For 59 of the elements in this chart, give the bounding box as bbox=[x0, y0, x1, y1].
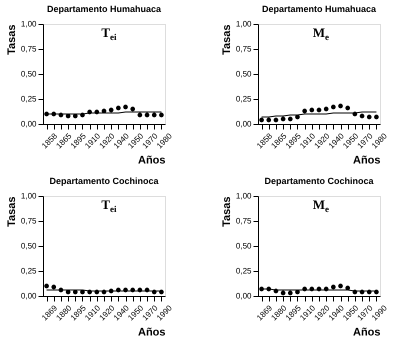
x-axis-title: Años bbox=[138, 326, 166, 338]
y-tick-label: 0,50 bbox=[20, 70, 38, 78]
point bbox=[130, 106, 136, 112]
point bbox=[274, 118, 278, 122]
point bbox=[152, 112, 157, 118]
point bbox=[259, 118, 264, 122]
x-axis-title: Años bbox=[353, 326, 380, 338]
point bbox=[116, 106, 121, 110]
y-axis-title: Tasas bbox=[6, 196, 18, 227]
point bbox=[138, 112, 142, 118]
y-tick-label: 0,75 bbox=[20, 44, 38, 54]
point bbox=[309, 108, 314, 112]
y-axis-title: Tasas bbox=[6, 24, 18, 55]
y-axis-title: Tasas bbox=[220, 24, 233, 55]
y-tick-label: 0,25 bbox=[20, 94, 38, 104]
point bbox=[302, 108, 307, 114]
y-tick-label: 0,50 bbox=[236, 242, 252, 250]
y-tick-label: 1,00 bbox=[20, 192, 38, 200]
y-tick-label: 0,25 bbox=[236, 94, 252, 104]
y-tick-label: 0,00 bbox=[20, 120, 38, 128]
y-tick-label: 0,00 bbox=[236, 292, 252, 300]
y-tick-label: 0,00 bbox=[20, 292, 38, 300]
point bbox=[338, 284, 343, 288]
y-tick-label: 0,75 bbox=[236, 44, 252, 54]
chart-title: Departamento Humahuaca bbox=[262, 4, 378, 14]
chart-title: Departamento Cochinoca bbox=[264, 176, 374, 186]
point bbox=[331, 104, 336, 110]
chart-title: Departamento Cochinoca bbox=[49, 176, 160, 186]
y-tick-label: 1,00 bbox=[20, 20, 38, 28]
chart-title: Departamento Humahuaca bbox=[46, 4, 162, 14]
y-tick-label: 0,25 bbox=[20, 266, 38, 276]
point bbox=[338, 104, 343, 108]
x-axis-title: Años bbox=[353, 154, 380, 166]
point bbox=[280, 290, 286, 296]
y-tick-label: 0,50 bbox=[236, 70, 252, 78]
y-tick-label: 1,00 bbox=[236, 192, 252, 200]
point bbox=[360, 114, 364, 118]
point bbox=[366, 114, 372, 120]
y-tick-label: 0,75 bbox=[236, 216, 252, 226]
point bbox=[159, 112, 164, 118]
y-tick-label: 0,25 bbox=[236, 266, 252, 276]
x-axis-title: Años bbox=[138, 154, 166, 166]
point bbox=[324, 106, 329, 112]
y-tick-label: 0,00 bbox=[236, 120, 252, 128]
y-tick-label: 0,75 bbox=[20, 216, 38, 226]
point bbox=[288, 290, 293, 296]
point bbox=[345, 106, 350, 110]
point bbox=[331, 284, 336, 290]
point bbox=[288, 116, 293, 122]
point bbox=[266, 118, 272, 122]
y-tick-label: 0,50 bbox=[20, 242, 38, 250]
point bbox=[374, 114, 379, 120]
point bbox=[280, 116, 286, 122]
point bbox=[123, 104, 128, 110]
y-axis-title: Tasas bbox=[220, 196, 233, 227]
point bbox=[144, 112, 150, 118]
point bbox=[108, 108, 114, 112]
y-tick-label: 1,00 bbox=[236, 20, 252, 28]
point bbox=[316, 108, 322, 112]
